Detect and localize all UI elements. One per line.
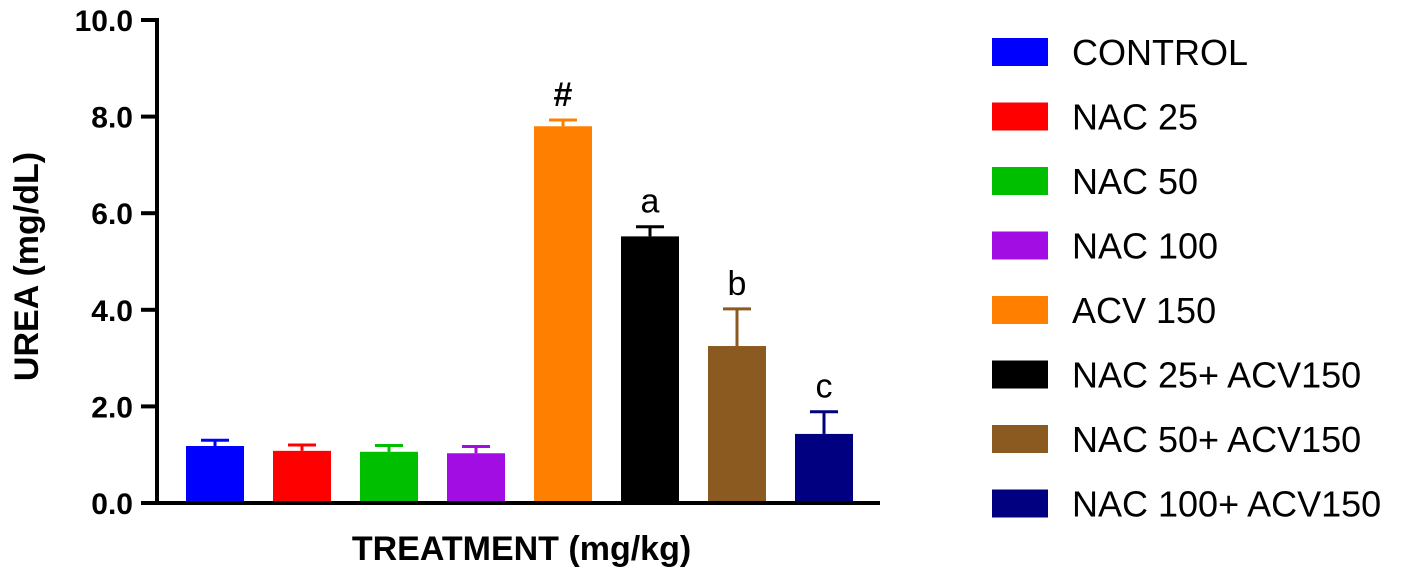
legend-label: NAC 50: [1072, 161, 1198, 202]
legend-swatch: [992, 360, 1048, 389]
bar-nac-25: [273, 450, 331, 503]
legend-swatch: [992, 167, 1048, 195]
legend-label: NAC 25+ ACV150: [1072, 355, 1361, 396]
significance-label: #: [554, 76, 573, 114]
legend-swatch: [992, 38, 1048, 66]
bar-nac-50-acv150: [708, 346, 766, 503]
legend-swatch: [992, 231, 1048, 260]
legend-label: NAC 25: [1072, 97, 1198, 138]
significance-label: a: [641, 183, 660, 221]
y-axis-title: UREA (mg/dL): [8, 152, 46, 381]
significance-label: c: [816, 368, 833, 406]
bar-nac-100: [447, 453, 505, 503]
bar-nac-25-acv150: [621, 236, 679, 503]
bar-control: [186, 446, 244, 503]
y-tick-label: 4.0: [91, 295, 133, 328]
significance-label: b: [728, 265, 747, 303]
y-tick-label: 0.0: [91, 488, 133, 521]
y-tick-label: 8.0: [91, 102, 133, 135]
legend-label: NAC 50+ ACV150: [1072, 419, 1361, 460]
legend: CONTROL NAC 25 NAC 50 NAC 100 ACV 150 NAC 25+…: [992, 32, 1381, 525]
legend-label: CONTROL: [1072, 32, 1248, 73]
legend-swatch: [992, 296, 1048, 324]
bar-acv-150: [534, 126, 592, 503]
bar-nac-50: [360, 451, 418, 503]
legend-swatch: [992, 102, 1048, 131]
legend-label: NAC 100+ ACV150: [1072, 484, 1381, 525]
legend-swatch: [992, 489, 1048, 518]
legend-label: NAC 100: [1072, 226, 1218, 267]
bar-nac-100-acv150: [795, 433, 853, 503]
y-tick-label: 10.0: [75, 5, 133, 38]
y-tick-label: 6.0: [91, 198, 133, 231]
bars: [186, 126, 853, 503]
legend-swatch: [992, 425, 1048, 453]
error-bars: [201, 118, 838, 454]
significance-annotations: # a b c: [554, 76, 833, 406]
legend-label: ACV 150: [1072, 290, 1216, 331]
y-tick-label: 2.0: [91, 391, 133, 424]
x-axis-title: TREATMENT (mg/kg): [352, 530, 691, 568]
y-axis-ticks: 0.0 2.0 4.0 6.0 8.0 10.0: [75, 5, 157, 521]
